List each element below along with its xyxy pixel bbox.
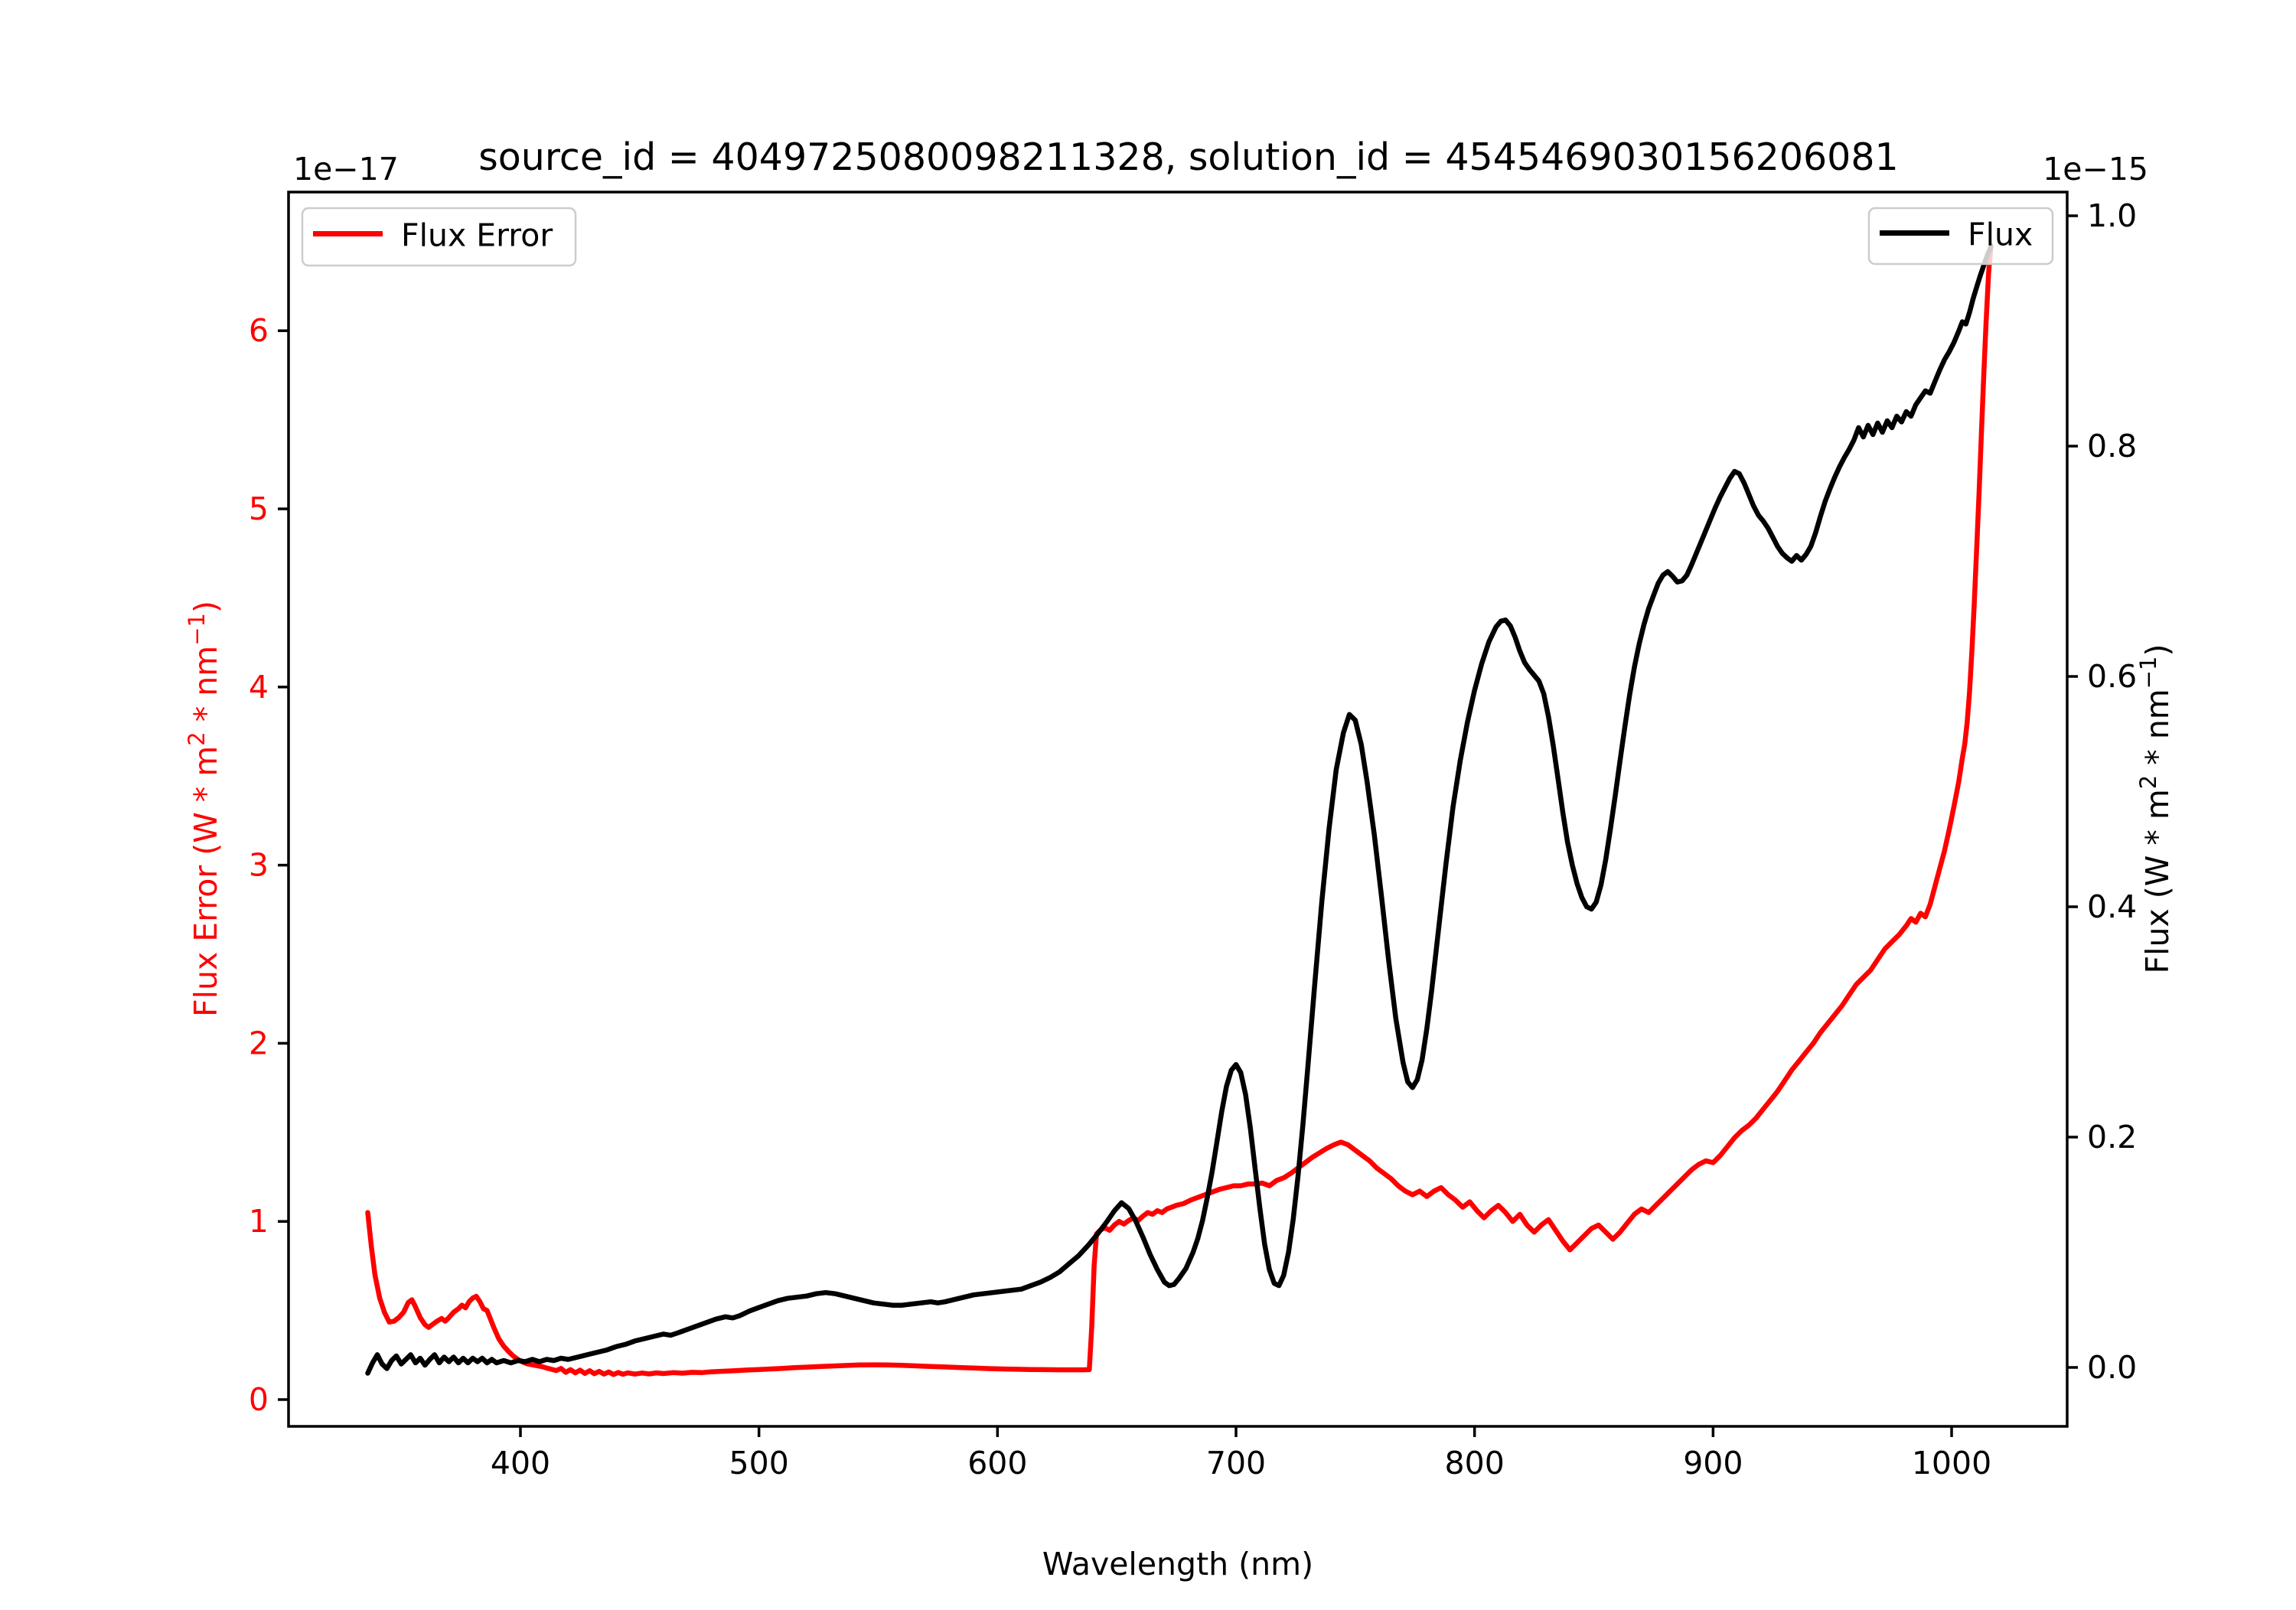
right-axis-offset-text: 1e−15	[2043, 151, 2148, 187]
left-y-axis-label: Flux Error (W * m2 * nm−1)	[184, 601, 224, 1017]
left-y-tick-label: 4	[249, 669, 269, 706]
legend-label: Flux Error	[401, 217, 553, 254]
legend-label: Flux	[1968, 217, 2033, 253]
x-tick-label: 700	[1206, 1445, 1266, 1481]
left-y-tick-label: 3	[249, 847, 269, 884]
axes-spines	[287, 191, 2069, 1428]
right-y-tick-label: 0.2	[2087, 1119, 2137, 1155]
x-tick-label: 900	[1683, 1445, 1743, 1481]
left-y-tick-label: 6	[249, 312, 269, 349]
right-y-tick-label: 0.6	[2087, 658, 2137, 695]
legend-upper-right: Flux	[1867, 207, 2054, 266]
right-y-tick-label: 0.4	[2087, 888, 2137, 925]
plot-curves	[365, 243, 1994, 1377]
left-y-tick-label: 5	[249, 490, 269, 527]
chart-title: source_id = 4049725080098211328, solutio…	[478, 135, 1898, 179]
left-y-tick-label: 0	[249, 1381, 269, 1418]
left-y-tick-label: 2	[249, 1025, 269, 1061]
x-tick-label: 600	[967, 1445, 1027, 1481]
left-axis-offset-text: 1e−17	[293, 151, 399, 187]
x-tick-label: 500	[729, 1445, 789, 1481]
right-y-tick-label: 1.0	[2087, 197, 2137, 234]
series-line-flux	[365, 244, 1994, 1376]
legends: Flux Error Flux	[301, 207, 2054, 267]
series-line-flux-error	[365, 243, 1994, 1377]
plot-axes	[287, 191, 2069, 1428]
x-tick-label: 800	[1445, 1445, 1505, 1481]
axis-ticks: 400 500 600 700 800 900 1000 0 1 2 3 4 5 6 0.0 0.2 0.4 0.…	[249, 197, 2137, 1481]
x-tick-label: 1000	[1912, 1445, 1991, 1481]
legend-box	[301, 207, 577, 267]
right-y-axis-label: Flux (W * m2 * nm−1)	[2135, 644, 2176, 974]
x-axis-label: Wavelength (nm)	[1042, 1546, 1313, 1582]
y-axis-labels: Flux Error (W * m2 * nm−1) Flux (W * m2 *…	[184, 601, 2176, 1017]
right-y-tick-label: 0.8	[2087, 428, 2137, 464]
x-tick-label: 400	[491, 1445, 550, 1481]
left-y-tick-label: 1	[249, 1203, 269, 1240]
legend-upper-left: Flux Error	[301, 207, 577, 267]
right-y-tick-label: 0.0	[2087, 1349, 2137, 1386]
legend-box	[1867, 207, 2054, 266]
